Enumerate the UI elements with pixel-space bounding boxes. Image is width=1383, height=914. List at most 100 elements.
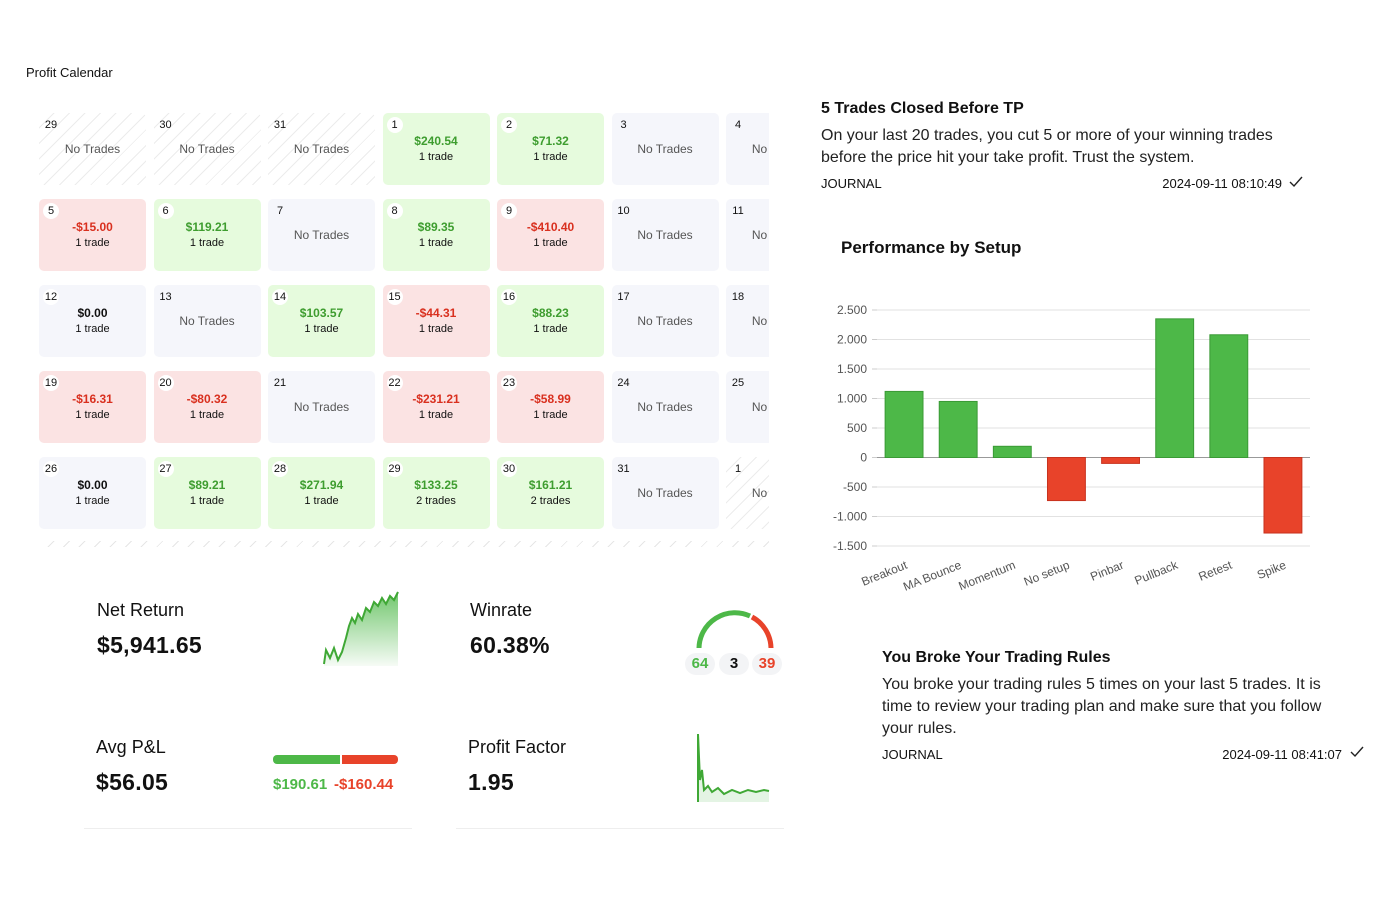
day-number: 31 xyxy=(617,463,630,475)
day-number: 14 xyxy=(272,289,288,305)
y-tick-label: 1.500 xyxy=(837,362,867,376)
day-pnl: $0.00 xyxy=(77,478,108,492)
y-tick-label: 2.000 xyxy=(837,333,867,347)
day-trades: 1 trade xyxy=(418,323,454,335)
divider xyxy=(84,828,412,829)
day-pnl: $71.32 xyxy=(532,134,569,148)
day-pnl: $88.23 xyxy=(532,306,569,320)
note-body: You broke your trading rules 5 times on … xyxy=(882,676,1322,737)
day-number: 8 xyxy=(386,203,403,219)
day-number: 28 xyxy=(272,461,288,477)
x-tick-label: Momentum xyxy=(957,558,1018,593)
day-number: 21 xyxy=(273,377,287,389)
avg-loss: -$160.44 xyxy=(334,776,394,793)
calendar-day: 17 No Trades xyxy=(611,285,719,357)
winrate-gauge xyxy=(696,610,774,649)
breakeven-count: 3 xyxy=(719,653,749,675)
page-title: Profit Calendar xyxy=(26,65,113,80)
y-tick-label: -500 xyxy=(843,480,867,494)
day-pnl: $133.25 xyxy=(414,478,458,492)
y-tick-label: 1.000 xyxy=(837,392,867,406)
calendar-day: 29 No Trades xyxy=(39,113,146,185)
day-pnl: $119.21 xyxy=(185,220,229,234)
no-trades: No Trades xyxy=(179,314,235,328)
x-tick-label: Pinbar xyxy=(1088,558,1125,584)
calendar-day: 27 $89.21 1 trade xyxy=(153,457,261,529)
no-trades: No Trades xyxy=(293,228,350,242)
no-trades: No Trades xyxy=(637,314,693,328)
calendar-day: 23 -$58.99 1 trade xyxy=(497,371,604,443)
calendar-day: 9 -$410.40 1 trade xyxy=(497,199,604,271)
day-trades: 1 trade xyxy=(533,237,568,249)
day-trades: 1 trade xyxy=(533,151,568,163)
calendar-day: 6 $119.21 1 trade xyxy=(153,199,261,271)
check-icon xyxy=(1350,746,1364,758)
calendar-day: 18 No Trades xyxy=(726,285,769,357)
no-trades: No Trades xyxy=(637,142,693,156)
win-count: 64 xyxy=(685,653,715,675)
loss-count: 39 xyxy=(752,653,782,675)
y-tick-label: -1.500 xyxy=(833,539,867,553)
chart-title: Performance by Setup xyxy=(841,238,1022,257)
stat-value: 60.38% xyxy=(470,632,550,658)
calendar: 29 No Trades 30 No Trades 31 No Trades 1 $240.5… xyxy=(39,113,769,553)
no-trades: No Trades xyxy=(64,142,121,156)
calendar-day: 26 $0.00 1 trade xyxy=(39,457,146,529)
stat-value: $56.05 xyxy=(96,769,169,795)
sparkline xyxy=(697,733,770,802)
calendar-day: 1 No Trades xyxy=(726,457,769,529)
stat-value: 1.95 xyxy=(468,769,514,795)
avg-win: $190.61 xyxy=(273,776,328,793)
x-tick-label: MA Bounce xyxy=(901,558,963,594)
no-trades: No Trades xyxy=(293,400,350,414)
no-trades: No Trades xyxy=(637,486,693,500)
no-trades: No Trades xyxy=(293,142,350,156)
day-number: 19 xyxy=(43,375,59,391)
day-number: 6 xyxy=(157,203,174,219)
day-trades: 1 trade xyxy=(533,409,568,421)
day-number: 13 xyxy=(159,291,172,303)
day-number: 24 xyxy=(617,377,630,389)
y-tick-label: 500 xyxy=(847,421,867,435)
day-pnl: $240.54 xyxy=(414,134,458,148)
day-trades: 1 trade xyxy=(533,323,568,335)
day-trades: 1 trade xyxy=(75,409,110,421)
no-trades: No Trades xyxy=(637,400,693,414)
day-number: 26 xyxy=(43,461,59,477)
y-tick-label: 2.500 xyxy=(837,303,867,317)
day-trades: 1 trade xyxy=(189,409,225,421)
no-trades: No Trades xyxy=(637,228,693,242)
day-number: 17 xyxy=(617,291,630,303)
no-trades: No Trades xyxy=(751,400,769,414)
calendar-day: 30 $161.21 2 trades xyxy=(497,457,604,529)
sparkline xyxy=(323,591,399,666)
day-number: 2 xyxy=(501,117,517,133)
day-pnl: $89.35 xyxy=(417,220,455,234)
calendar-day: 2 $71.32 1 trade xyxy=(497,113,604,185)
no-trades: No Trades xyxy=(751,314,769,328)
day-number: 30 xyxy=(501,461,517,477)
calendar-day: 10 No Trades xyxy=(611,199,719,271)
bar xyxy=(1155,318,1195,458)
bar xyxy=(992,445,1032,458)
day-pnl: -$410.40 xyxy=(526,220,575,234)
day-number: 23 xyxy=(501,375,517,391)
calendar-day: 11 No Trades xyxy=(726,199,769,271)
y-tick-label: 0 xyxy=(860,451,867,465)
bar xyxy=(938,400,978,458)
note-tag: JOURNAL xyxy=(882,747,943,762)
stat-label: Avg P&L xyxy=(96,737,166,757)
calendar-day: 7 No Trades xyxy=(268,199,375,271)
avg-win-bar xyxy=(273,755,340,764)
day-number: 18 xyxy=(731,291,745,303)
day-trades: 1 trade xyxy=(418,409,454,421)
x-tick-label: Spike xyxy=(1255,558,1288,582)
divider xyxy=(456,828,784,829)
day-number: 15 xyxy=(386,289,403,305)
calendar-day: 29 $133.25 2 trades xyxy=(382,457,490,529)
note-time: 2024-09-11 08:41:07 xyxy=(1222,747,1342,762)
note-body: On your last 20 trades, you cut 5 or mor… xyxy=(821,127,1273,166)
no-trades: No Trades xyxy=(751,142,769,156)
x-tick-label: No setup xyxy=(1022,558,1072,589)
day-pnl: -$80.32 xyxy=(186,392,228,406)
